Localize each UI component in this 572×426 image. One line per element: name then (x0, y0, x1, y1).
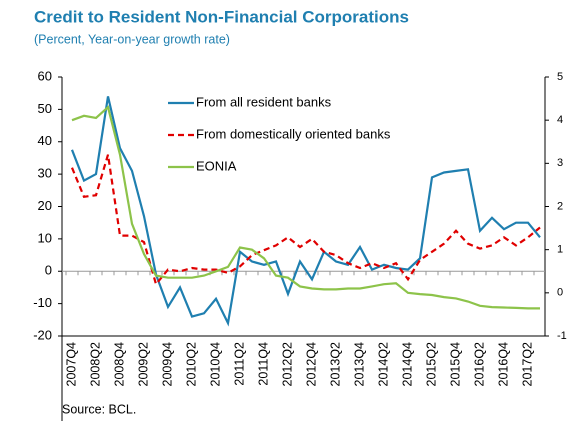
series-line (71, 105, 540, 310)
x-tick-label: 2009Q2 (136, 342, 150, 387)
y2-tick-label: 0 (557, 287, 563, 299)
chart-title: Credit to Resident Non-Financial Corpora… (34, 7, 409, 26)
x-tick-label: 2014Q2 (376, 342, 390, 387)
x-tick-label: 2011Q4 (256, 342, 270, 386)
legend-label: From domestically oriented banks (196, 126, 391, 141)
x-tick-label: 2017Q2 (520, 342, 534, 387)
x-tick-label: 2010Q4 (208, 342, 222, 387)
y-tick-label: -20 (33, 327, 52, 342)
legend-label: EONIA (196, 158, 237, 173)
y2-tick-label: 3 (557, 157, 563, 169)
y-tick-label: 50 (38, 101, 52, 116)
y-tick-label: 10 (38, 230, 52, 245)
x-tick-label: 2016Q4 (496, 342, 510, 387)
y2-tick-label: 4 (557, 114, 563, 126)
y2-tick-label: 1 (557, 244, 563, 256)
y2-tick-label: 2 (557, 200, 563, 212)
x-tick-label: 2008Q2 (88, 342, 102, 387)
x-tick-label: 2014Q4 (400, 342, 414, 387)
chart-subtitle: (Percent, Year-on-year growth rate) (34, 32, 230, 46)
x-tick-label: 2010Q2 (184, 342, 198, 387)
x-tick-label: 2015Q4 (448, 342, 462, 387)
series-line (70, 96, 541, 327)
y-tick-label: 20 (38, 198, 52, 213)
x-tick-label: 2013Q2 (328, 342, 342, 387)
x-tick-label: 2013Q4 (352, 342, 366, 387)
x-tick-label: 2009Q4 (160, 342, 174, 387)
y-tick-label: 40 (38, 133, 52, 148)
y-tick-label: 30 (38, 166, 52, 181)
y2-tick-label: -1 (557, 330, 567, 342)
x-tick-label: 2008Q4 (112, 342, 126, 387)
x-tick-label: 2015Q2 (424, 342, 438, 387)
y-tick-label: -10 (33, 295, 52, 310)
x-tick-label: 2007Q4 (64, 342, 78, 387)
x-tick-label: 2012Q4 (304, 342, 318, 387)
legend-label: From all resident banks (196, 94, 332, 109)
y-tick-label: 60 (38, 68, 52, 83)
y-tick-label: 0 (45, 263, 52, 278)
source: Source: BCL. (62, 402, 136, 416)
y2-tick-label: 5 (557, 71, 563, 83)
x-tick-label: 2012Q2 (280, 342, 294, 387)
x-tick-label: 2016Q2 (472, 342, 486, 387)
x-tick-label: 2011Q2 (232, 342, 246, 386)
